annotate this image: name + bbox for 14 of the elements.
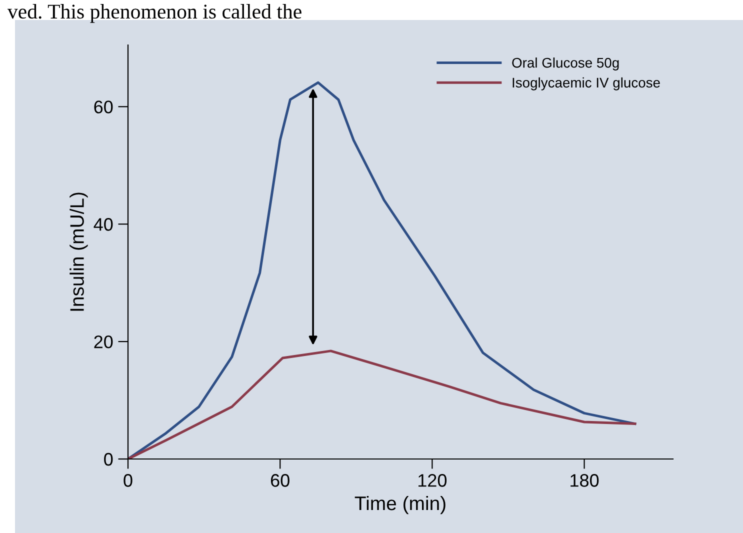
- line-series: [128, 350, 636, 459]
- x-tick-label: 120: [418, 474, 447, 487]
- y-tick-label: 60: [94, 100, 113, 114]
- x-tick-label: 60: [270, 474, 290, 487]
- x-tick-label: 180: [570, 474, 599, 487]
- y-tick-label: 40: [94, 218, 113, 231]
- x-axis-title: Time (min): [354, 496, 446, 514]
- legend-label: Isoglycaemic IV glucose: [512, 77, 660, 90]
- y-tick-label: 0: [104, 452, 113, 466]
- x-tick-label: 0: [124, 474, 132, 487]
- y-tick-label: 20: [94, 335, 113, 348]
- text: ved. This phenomenon is called the: [7, 4, 302, 23]
- legend-label: Oral Glucose 50g: [512, 58, 619, 70]
- y-axis-title: Insulin (mU/L): [70, 192, 88, 311]
